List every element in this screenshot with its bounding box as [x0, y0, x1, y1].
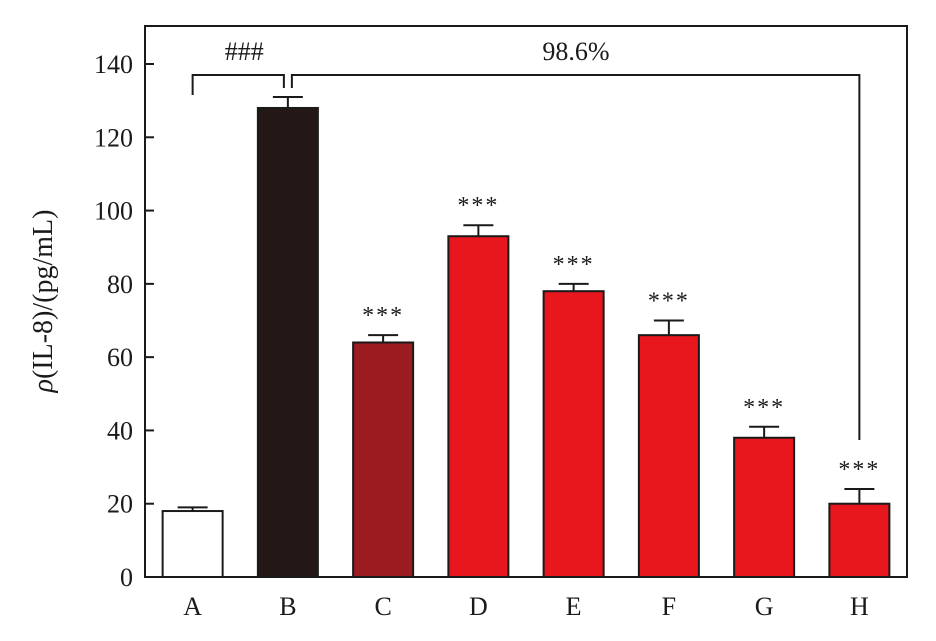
- y-tick-label: 80: [107, 270, 133, 299]
- bar-H: [828, 502, 891, 579]
- bracket-b-h: [290, 74, 861, 440]
- bar-F: [637, 334, 700, 578]
- x-tick-label: G: [755, 592, 774, 621]
- y-tick-label: 140: [94, 50, 133, 79]
- bars: *** *** *** *** *** ***: [161, 95, 891, 579]
- x-tick-label: A: [183, 592, 202, 621]
- y-tick-label: 40: [107, 416, 133, 445]
- y-axis-title-symbol: ρ: [28, 379, 59, 393]
- y-axis-title-rest: (IL-8)/(pg/mL): [28, 210, 59, 380]
- y-axis: 0 20 40 60 80 100 120 140: [94, 50, 154, 592]
- x-tick-label: H: [850, 592, 869, 621]
- y-tick-label: 0: [120, 563, 133, 592]
- x-tick-label: F: [662, 592, 676, 621]
- plot-frame: [144, 25, 908, 578]
- significance-label: ***: [553, 252, 595, 278]
- bar-C: [352, 341, 415, 578]
- bar-D: [447, 235, 510, 578]
- significance-label: ***: [457, 193, 499, 219]
- annotations: ### 98.6%: [191, 37, 861, 440]
- significance-label: ***: [362, 303, 404, 329]
- y-axis-title: ρ(IL-8)/(pg/mL): [28, 210, 59, 394]
- x-tick-label: B: [279, 592, 296, 621]
- x-tick-label: D: [469, 592, 488, 621]
- significance-label: ***: [648, 289, 690, 315]
- bracket-a-b-label: ###: [225, 37, 264, 66]
- bar-A: [161, 510, 224, 578]
- x-tick-label: E: [566, 592, 582, 621]
- bracket-a-b: [191, 74, 285, 95]
- y-tick-label: 100: [94, 197, 133, 226]
- bracket-b-h-label: 98.6%: [542, 37, 609, 66]
- x-tick-label: C: [374, 592, 391, 621]
- y-tick-label: 120: [94, 123, 133, 152]
- bar-E: [542, 290, 605, 578]
- bar-B: [256, 106, 319, 578]
- significance-label: ***: [743, 395, 785, 421]
- y-tick-label: 60: [107, 343, 133, 372]
- y-tick-label: 20: [107, 490, 133, 519]
- significance-label: ***: [838, 457, 880, 483]
- bar-G: [733, 436, 796, 578]
